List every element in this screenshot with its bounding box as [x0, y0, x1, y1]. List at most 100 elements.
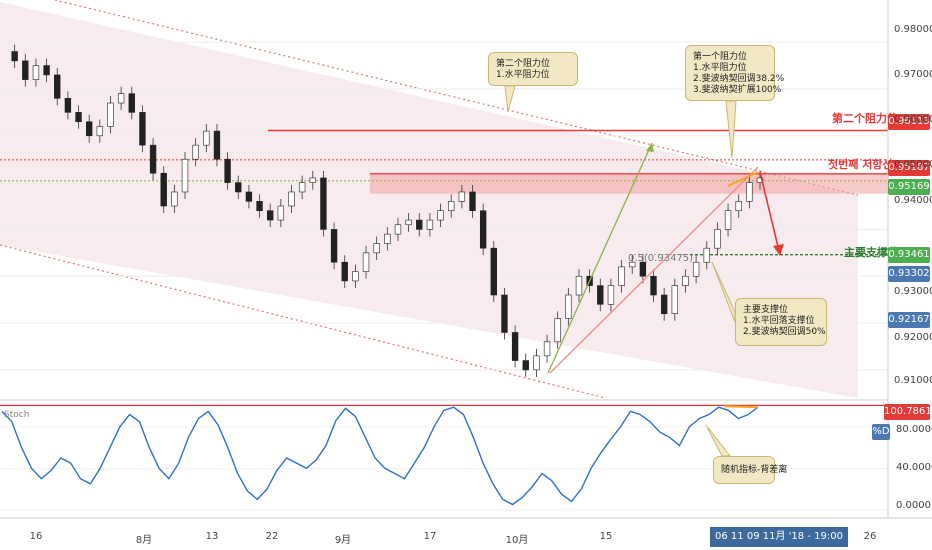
candle-body — [682, 275, 689, 286]
candle-body — [320, 177, 327, 230]
callout-line: 1.水平阻力位 — [693, 63, 747, 73]
price-tick: 0.97000 — [894, 69, 932, 80]
stoch-ob-badge: 100.7861 — [884, 404, 932, 420]
support-callout: 主要支撑位 1.水平回落支撑位 2.斐波纳契回调50% — [735, 298, 827, 346]
stoch-layer — [0, 399, 888, 511]
candle-body — [533, 355, 540, 371]
candle-body — [554, 318, 561, 343]
candle-body — [117, 93, 125, 104]
highlight-part: 11月 '18 — [762, 531, 805, 542]
stoch-divergence-line — [723, 405, 759, 409]
price-tick: 0.98000 — [894, 24, 932, 35]
candle-body — [288, 191, 295, 207]
candle-body — [703, 247, 710, 263]
candle-body — [54, 74, 61, 99]
candle-body — [522, 360, 529, 371]
candle-body — [458, 191, 466, 202]
price-tick: 0.94000 — [894, 195, 932, 206]
time-tick: 16 — [29, 531, 43, 542]
candle-body — [650, 275, 657, 296]
candle-body — [437, 210, 444, 221]
level-label-support: 主要支撑位 — [844, 246, 899, 259]
highlight-part: 09 — [746, 531, 760, 542]
callout-line: 1.水平回落支撑位 — [743, 316, 815, 326]
candle-body — [330, 229, 338, 263]
candles-layer — [11, 44, 764, 377]
stoch-tick: 0.0000 — [896, 500, 931, 511]
callout-line: 第二个阻力位 — [496, 59, 551, 69]
candle-body — [565, 294, 572, 319]
price-tick: 0.92000 — [894, 332, 932, 343]
candle-body — [235, 182, 242, 193]
time-tick: 26 — [863, 531, 877, 542]
candle-body — [128, 93, 135, 113]
candle-body — [149, 144, 157, 174]
candle-body — [639, 261, 647, 277]
time-tick: 15 — [599, 531, 613, 542]
level-label-resist2: 第二个阻力位 — [832, 112, 898, 125]
candle-body — [469, 191, 476, 212]
candle-body — [309, 177, 316, 183]
fib-label: 0.5(0.93475) — [628, 253, 694, 264]
candle-body — [671, 285, 679, 315]
candle-body — [75, 112, 82, 123]
price-badge: 0.95169 — [888, 179, 930, 195]
price-tick: 0.93000 — [894, 286, 932, 297]
projection-arrowhead — [646, 143, 654, 152]
callout-line: 主要支撑位 — [743, 305, 789, 315]
candle-body — [298, 182, 306, 193]
candle-body — [607, 285, 615, 305]
candle-body — [213, 130, 221, 160]
candle-body — [692, 261, 700, 277]
candle-body — [543, 341, 551, 357]
candle-body — [64, 98, 72, 113]
highlight-part: 06 11 — [715, 531, 744, 542]
level-label-resist1: 첫번째 저항선 — [828, 158, 893, 171]
price-badge: 0.96113 — [888, 114, 930, 130]
divergence-line — [727, 171, 759, 187]
candle-body — [192, 144, 199, 160]
candle-body — [43, 65, 50, 76]
time-tick: 17 — [423, 531, 437, 542]
stoch-line — [1, 406, 759, 506]
price-badge: 0.92167 — [888, 312, 930, 328]
candle-body — [277, 205, 285, 221]
candle-body — [107, 102, 114, 127]
candle-body — [181, 158, 189, 193]
highlight-part: 19:00 — [814, 531, 843, 542]
candle-body — [224, 158, 231, 183]
candle-body — [96, 126, 104, 137]
candle-body — [160, 172, 167, 207]
candle-body — [597, 285, 604, 305]
candle-body — [629, 261, 636, 268]
candle-body — [416, 219, 423, 230]
stoch-series-badge: %D — [872, 424, 890, 440]
arrows-layer — [504, 85, 784, 457]
time-tick: 13 — [205, 531, 219, 542]
drop-arrow — [759, 171, 781, 256]
candle-body — [448, 201, 455, 212]
time-tick: 10月 — [505, 535, 529, 546]
candle-body — [85, 121, 93, 137]
channel-lower-line — [0, 244, 606, 399]
candle-body — [11, 51, 18, 62]
candle-body — [341, 261, 348, 282]
callout-line: 1.水平阻力位 — [496, 70, 550, 80]
candle-body — [245, 191, 253, 202]
candle-body — [22, 60, 29, 80]
candle-body — [203, 130, 210, 146]
callout-pointer — [725, 100, 737, 159]
candle-body — [139, 112, 146, 146]
candle-body — [384, 233, 391, 244]
price-tick: 0.95000 — [894, 159, 932, 170]
candle-body — [756, 177, 764, 183]
candle-body — [511, 332, 519, 361]
price-badge: 0.95187 — [888, 160, 930, 176]
price-tick: 0.96000 — [894, 114, 932, 125]
candle-body — [171, 191, 178, 207]
candle-body — [746, 182, 753, 202]
resistance-zone — [370, 172, 888, 194]
callout-line: 2.斐波纳契回调50% — [743, 327, 826, 337]
candle-body — [618, 266, 625, 286]
